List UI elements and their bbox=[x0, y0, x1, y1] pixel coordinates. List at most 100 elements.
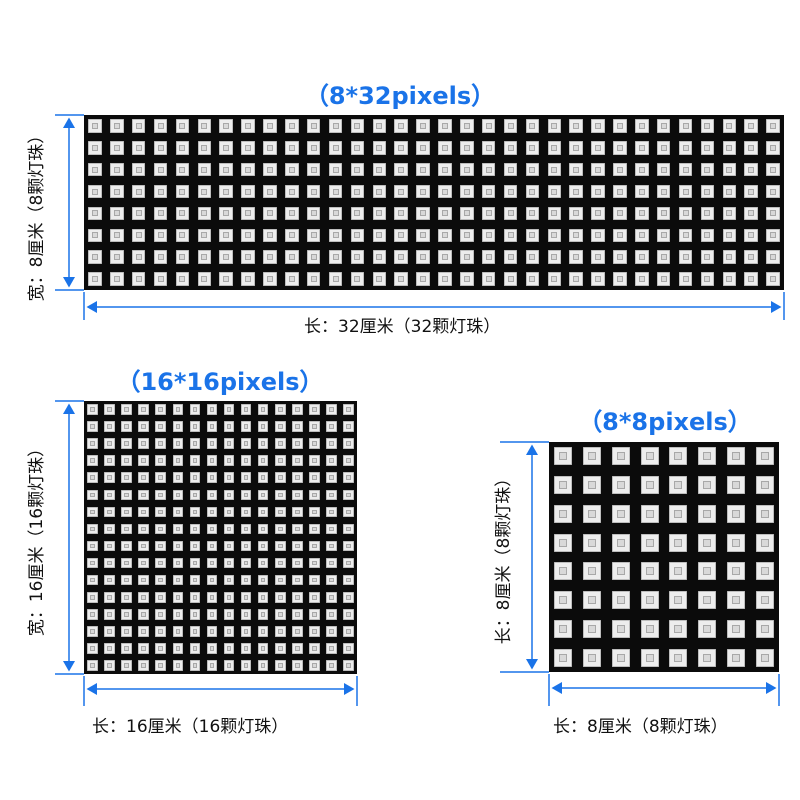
led-pixel bbox=[257, 591, 269, 603]
led-pixel bbox=[274, 472, 286, 484]
led-pixel bbox=[583, 447, 602, 466]
led-pixel bbox=[138, 472, 150, 484]
led-pixel bbox=[722, 228, 737, 243]
led-pixel bbox=[583, 648, 602, 667]
led-pixel bbox=[503, 141, 518, 155]
led-pixel bbox=[766, 119, 780, 133]
led-pixel bbox=[547, 141, 562, 155]
led-pixel bbox=[613, 141, 627, 155]
led-pixel bbox=[481, 184, 496, 199]
led-pixel bbox=[291, 540, 303, 552]
led-pixel bbox=[87, 404, 98, 415]
led-pixel bbox=[372, 184, 387, 199]
led-pixel bbox=[88, 141, 102, 155]
led-pixel bbox=[197, 184, 212, 199]
led-pixel bbox=[343, 438, 354, 449]
led-pixel bbox=[240, 557, 252, 569]
led-pixel bbox=[197, 228, 212, 243]
led-pixel bbox=[583, 591, 602, 610]
led-pixel bbox=[306, 119, 321, 133]
led-pixel bbox=[698, 562, 717, 581]
led-pixel bbox=[274, 643, 286, 654]
led-pixel bbox=[153, 141, 168, 155]
led-pixel bbox=[640, 447, 659, 466]
led-pixel bbox=[206, 472, 218, 484]
led-pixel bbox=[326, 489, 337, 501]
led-pixel bbox=[274, 438, 286, 449]
led-pixel bbox=[172, 523, 184, 535]
led-pixel bbox=[131, 141, 146, 155]
led-pixel bbox=[121, 472, 132, 484]
led-pixel bbox=[153, 272, 168, 286]
led-pixel bbox=[291, 608, 303, 620]
led-pixel bbox=[88, 162, 102, 177]
led-pixel bbox=[726, 591, 745, 610]
led-pixel bbox=[241, 119, 255, 133]
led-pixel bbox=[104, 591, 115, 603]
led-pixel bbox=[481, 228, 496, 243]
led-pixel bbox=[240, 591, 252, 603]
led-pixel bbox=[722, 141, 737, 155]
led-pixel bbox=[613, 119, 627, 133]
led-pixel bbox=[291, 660, 303, 671]
led-pixel bbox=[372, 162, 387, 177]
led-pixel bbox=[350, 184, 365, 199]
led-pixel bbox=[669, 533, 688, 552]
led-pixel bbox=[240, 608, 252, 620]
led-pixel bbox=[104, 540, 115, 552]
led-pixel bbox=[121, 591, 132, 603]
led-pixel bbox=[121, 489, 132, 501]
led-pixel bbox=[460, 141, 474, 155]
led-pixel bbox=[121, 438, 132, 449]
led-pixel bbox=[110, 250, 124, 264]
led-pixel bbox=[240, 540, 252, 552]
led-pixel bbox=[547, 272, 562, 286]
led-pixel bbox=[547, 184, 562, 199]
led-pixel bbox=[416, 119, 430, 133]
led-pixel bbox=[197, 162, 212, 177]
led-pixel bbox=[131, 206, 146, 221]
led-pixel bbox=[155, 523, 167, 535]
led-pixel bbox=[640, 533, 659, 552]
led-pixel bbox=[669, 504, 688, 523]
led-pixel bbox=[121, 506, 132, 518]
led-pixel bbox=[104, 574, 115, 586]
led-pixel bbox=[326, 506, 337, 518]
led-pixel bbox=[241, 206, 255, 221]
led-pixel bbox=[503, 206, 518, 221]
led-pixel bbox=[583, 562, 602, 581]
led-pixel bbox=[481, 272, 496, 286]
led-pixel bbox=[350, 119, 365, 133]
led-pixel bbox=[640, 591, 659, 610]
led-pixel bbox=[189, 472, 201, 484]
led-pixel bbox=[726, 562, 745, 581]
led-pixel bbox=[153, 162, 168, 177]
led-pixel bbox=[343, 506, 354, 518]
led-pixel bbox=[503, 272, 518, 286]
led-pixel bbox=[678, 250, 693, 264]
led-pixel bbox=[569, 272, 583, 286]
led-pixel bbox=[547, 119, 562, 133]
led-pixel bbox=[240, 472, 252, 484]
led-pixel bbox=[306, 184, 321, 199]
led-pixel bbox=[722, 184, 737, 199]
led-pixel bbox=[155, 660, 167, 671]
led-pixel bbox=[104, 523, 115, 535]
led-pixel bbox=[240, 404, 252, 415]
led-pixel bbox=[110, 184, 124, 199]
led-pixel bbox=[240, 574, 252, 586]
led-pixel bbox=[175, 119, 190, 133]
led-pixel bbox=[206, 643, 218, 654]
led-pixel bbox=[263, 119, 277, 133]
led-pixel bbox=[481, 162, 496, 177]
led-pixel bbox=[121, 540, 132, 552]
led-pixel bbox=[698, 504, 717, 523]
led-pixel bbox=[309, 421, 320, 432]
led-pixel bbox=[309, 557, 320, 569]
led-pixel bbox=[87, 574, 98, 586]
led-pixel bbox=[755, 504, 774, 523]
led-pixel bbox=[306, 250, 321, 264]
led-pixel bbox=[306, 206, 321, 221]
led-pixel bbox=[240, 438, 252, 449]
led-pixel bbox=[121, 574, 132, 586]
